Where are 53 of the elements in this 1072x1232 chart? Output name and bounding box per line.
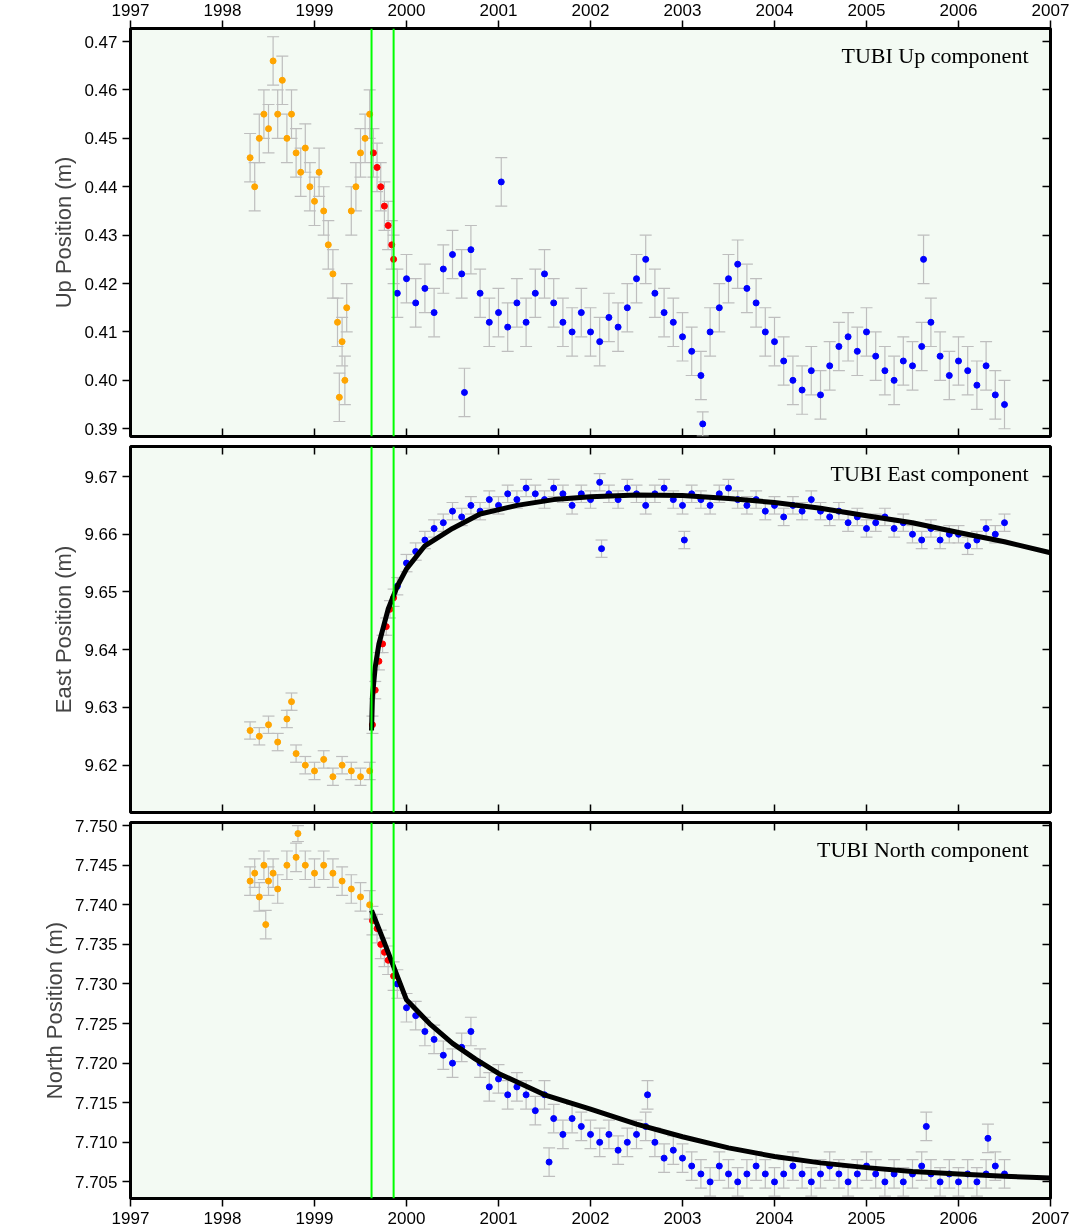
y-tick-label: 7.730 [74, 974, 118, 994]
x-tick-label: 2004 [755, 1208, 794, 1228]
y-tick-label: 7.715 [74, 1093, 118, 1113]
y-tick-label: 0.40 [84, 371, 118, 391]
x-tick-label: 2004 [755, 0, 794, 20]
y-tick-label: 7.705 [74, 1172, 118, 1192]
x-tick-label: 2005 [847, 0, 886, 20]
y-tick-label: 7.725 [74, 1014, 118, 1034]
y-tick-label: 9.66 [84, 525, 118, 545]
x-tick-label: 2007 [1031, 1208, 1070, 1228]
y-tick-label: 9.63 [84, 698, 118, 718]
y-tick-label: 0.42 [84, 274, 118, 294]
x-tick-label: 2002 [571, 1208, 610, 1228]
x-tick-label: 1998 [203, 0, 242, 20]
y-tick-label: 0.46 [84, 80, 118, 100]
y-tick-label: 7.745 [74, 856, 118, 876]
x-tick-label: 1999 [295, 0, 334, 20]
x-tick-label: 2000 [387, 0, 426, 20]
x-tick-label: 2007 [1031, 0, 1070, 20]
annotation: TUBI East component [830, 460, 1029, 486]
x-tick-label: 2003 [663, 0, 702, 20]
y-tick-label: 7.710 [74, 1133, 118, 1153]
y-axis-title: East Position (m) [51, 545, 77, 714]
y-tick-label: 9.62 [84, 756, 118, 776]
x-tick-label: 1998 [203, 1208, 242, 1228]
x-tick-label: 2003 [663, 1208, 702, 1228]
y-tick-label: 9.67 [84, 467, 118, 487]
x-tick-label: 1997 [111, 0, 150, 20]
y-tick-label: 0.43 [84, 226, 118, 246]
y-axis-title: Up Position (m) [51, 156, 77, 309]
y-tick-label: 9.65 [84, 582, 118, 602]
y-tick-label: 7.735 [74, 935, 118, 955]
y-tick-label: 0.44 [84, 177, 118, 197]
x-tick-label: 2006 [939, 0, 978, 20]
annotation: TUBI Up component [841, 42, 1029, 68]
y-tick-label: 0.41 [84, 322, 118, 342]
y-tick-label: 0.45 [84, 129, 118, 149]
y-tick-label: 0.47 [84, 32, 118, 52]
x-tick-label: 1997 [111, 1208, 150, 1228]
annotation: TUBI North component [817, 836, 1029, 862]
y-tick-label: 7.720 [74, 1054, 118, 1074]
x-tick-label: 2001 [479, 0, 518, 20]
x-tick-label: 2005 [847, 1208, 886, 1228]
x-tick-label: 2002 [571, 0, 610, 20]
x-tick-label: 2001 [479, 1208, 518, 1228]
x-tick-label: 2006 [939, 1208, 978, 1228]
y-axis-title: North Position (m) [41, 921, 67, 1100]
x-tick-label: 1999 [295, 1208, 334, 1228]
y-tick-label: 9.64 [84, 640, 118, 660]
y-tick-label: 0.39 [84, 419, 118, 439]
x-tick-label: 2000 [387, 1208, 426, 1228]
y-tick-label: 7.740 [74, 895, 118, 915]
y-tick-label: 7.750 [74, 816, 118, 836]
